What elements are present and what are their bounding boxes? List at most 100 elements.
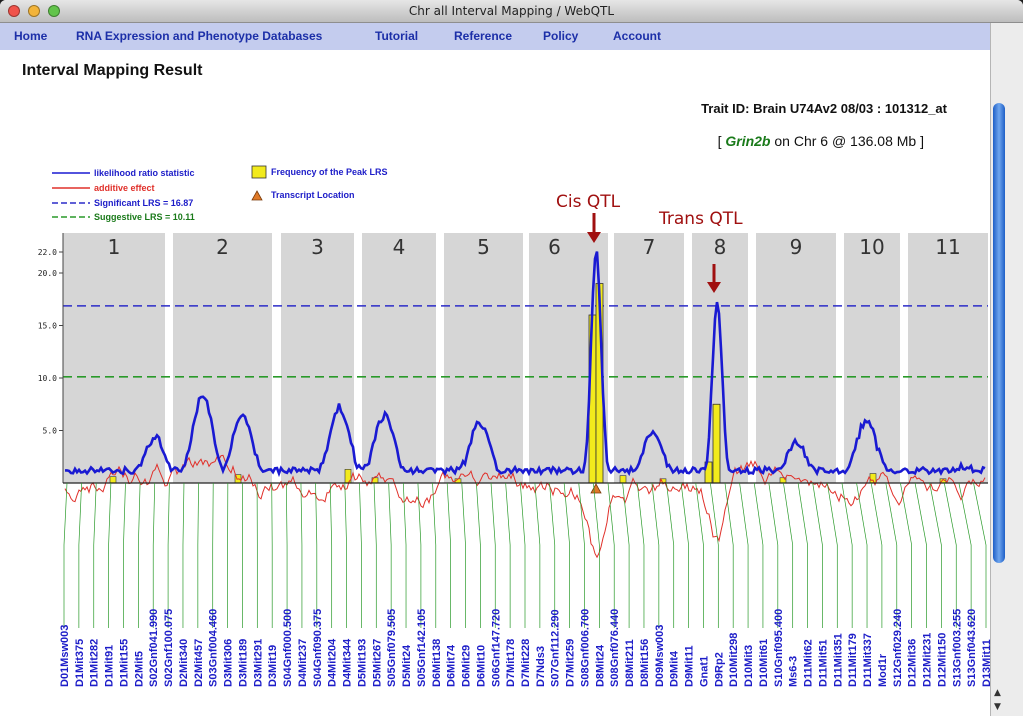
annotation-cis-qtl: Cis QTL xyxy=(556,192,621,212)
marker-label: S02Gnf100.075 xyxy=(163,609,175,687)
marker-label: S13Gnf003.255 xyxy=(951,609,963,687)
marker-label: D11Mit179 xyxy=(847,633,859,687)
interval-mapping-chart: 22.020.015.010.05.0 D01Msw003 D1Mit375 D1M… xyxy=(38,165,990,687)
y-tick-label: 15.0 xyxy=(38,322,57,331)
marker-link-line xyxy=(636,482,645,628)
marker-link-line xyxy=(797,482,808,628)
marker-link-line xyxy=(123,482,126,628)
marker-link-line xyxy=(753,482,764,628)
marker-label: Gnat1 xyxy=(698,656,710,687)
legend-bar-swatch xyxy=(251,165,267,179)
nav-tutorial[interactable]: Tutorial xyxy=(375,29,419,43)
minimize-window-button[interactable] xyxy=(28,5,40,17)
marker-link-line xyxy=(315,482,318,628)
marker-link-line xyxy=(212,482,214,628)
marker-link-line xyxy=(63,482,68,628)
peak-frequency-bar xyxy=(712,403,721,484)
scroll-up-arrow-icon[interactable]: ▲ xyxy=(994,688,1001,698)
marker-label: S08Gnf076.440 xyxy=(609,609,621,687)
scroll-thumb[interactable] xyxy=(993,103,1005,563)
marker-label: D3Mit291 xyxy=(252,639,264,687)
marker-label: D1Mit91 xyxy=(104,645,116,687)
marker-label: D7Mit259 xyxy=(565,639,577,687)
nav-reference[interactable]: Reference xyxy=(454,29,513,43)
gene-link[interactable]: Grin2b xyxy=(725,133,771,149)
marker-link-line xyxy=(607,482,615,628)
chr-band-10 xyxy=(844,233,900,483)
marker-label: D2Mit5 xyxy=(133,651,145,687)
marker-link-line xyxy=(622,482,630,628)
nav-account[interactable]: Account xyxy=(613,29,661,43)
marker-link-line xyxy=(943,482,957,628)
marker-label: D8Mit211 xyxy=(624,639,636,687)
zoom-window-button[interactable] xyxy=(48,5,60,17)
marker-link-line xyxy=(78,482,82,628)
chr-band-2 xyxy=(173,233,272,483)
marker-label: D7Nds3 xyxy=(535,646,547,687)
marker-label: S05Gnf079.505 xyxy=(386,609,398,687)
marker-label: D4Mit204 xyxy=(327,638,339,687)
legend-label: Frequency of the Peak LRS xyxy=(271,167,388,177)
marker-link-line xyxy=(973,482,987,628)
marker-link-line xyxy=(138,482,141,628)
marker-label: S12Gnf029.240 xyxy=(892,609,904,687)
marker-label: D11Mit337 xyxy=(862,633,874,687)
peak-frequency-bar xyxy=(619,475,627,484)
marker-link-line xyxy=(549,482,556,628)
legend-triangle-icon xyxy=(251,190,263,201)
marker-link-line xyxy=(197,482,199,628)
marker-link-line xyxy=(709,482,719,628)
vertical-scrollbar[interactable]: ▲ ▼ xyxy=(990,23,1023,716)
marker-link-line xyxy=(519,482,526,628)
marker-label: D3Mit189 xyxy=(237,639,249,687)
marker-label: D7Mit178 xyxy=(505,639,517,687)
marker-label: D1Mit375 xyxy=(74,639,86,687)
marker-label: D6Mit29 xyxy=(461,645,473,687)
marker-link-line xyxy=(783,482,794,628)
chr-band-7 xyxy=(614,233,684,483)
legend-label: Significant LRS = 16.87 xyxy=(94,198,193,208)
marker-label: S05Gnf142.105 xyxy=(416,609,428,687)
chr-label-3: 3 xyxy=(311,235,324,259)
nav-home[interactable]: Home xyxy=(14,29,48,43)
window-titlebar: Chr all Interval Mapping / WebQTL xyxy=(0,0,1023,23)
marker-link-line xyxy=(344,482,347,628)
legend-label: Suggestive LRS = 10.11 xyxy=(94,212,195,222)
y-tick-label: 5.0 xyxy=(43,427,58,436)
marker-link-line xyxy=(900,482,912,628)
chr-band-11 xyxy=(908,233,988,483)
scroll-down-arrow-icon[interactable]: ▼ xyxy=(994,702,1001,712)
marker-link-line xyxy=(490,482,496,628)
marker-link-line xyxy=(885,482,898,628)
legend-label: additive effect xyxy=(94,183,155,193)
marker-link-line xyxy=(695,482,704,628)
page-content: Home RNA Expression and Phenotype Databa… xyxy=(0,23,990,716)
marker-label: S10Gnf095.400 xyxy=(773,609,785,687)
marker-label: S04Gnf000.500 xyxy=(282,609,294,687)
marker-label: D8Mit24 xyxy=(594,644,606,687)
chr-label-8: 8 xyxy=(714,235,727,259)
marker-link-line xyxy=(461,482,466,628)
chr-band-9 xyxy=(756,233,836,483)
marker-label: S04Gnf090.375 xyxy=(312,609,324,687)
marker-label: D1Mit155 xyxy=(118,639,130,687)
nav-rna-expression[interactable]: RNA Expression and Phenotype Databases xyxy=(76,29,323,43)
marker-label: D3Mit306 xyxy=(223,639,235,687)
marker-label: D5Mit24 xyxy=(401,644,413,687)
chr-label-4: 4 xyxy=(393,235,406,259)
marker-link-line xyxy=(768,482,779,628)
marker-link-line xyxy=(826,482,838,628)
marker-link-line xyxy=(680,482,689,628)
close-window-button[interactable] xyxy=(8,5,20,17)
nav-policy[interactable]: Policy xyxy=(543,29,579,43)
marker-link-line xyxy=(929,482,942,628)
marker-label: D6Mit10 xyxy=(475,645,487,687)
peak-frequency-bar xyxy=(869,473,877,484)
marker-link-line xyxy=(182,482,185,628)
marker-label: D13Mit11 xyxy=(981,639,990,687)
marker-label: Ms6-3 xyxy=(788,656,800,687)
marker-link-line xyxy=(152,482,156,628)
marker-label: D7Mit228 xyxy=(520,639,532,687)
marker-link-line xyxy=(373,482,377,628)
marker-label: D01Msw003 xyxy=(59,625,71,687)
